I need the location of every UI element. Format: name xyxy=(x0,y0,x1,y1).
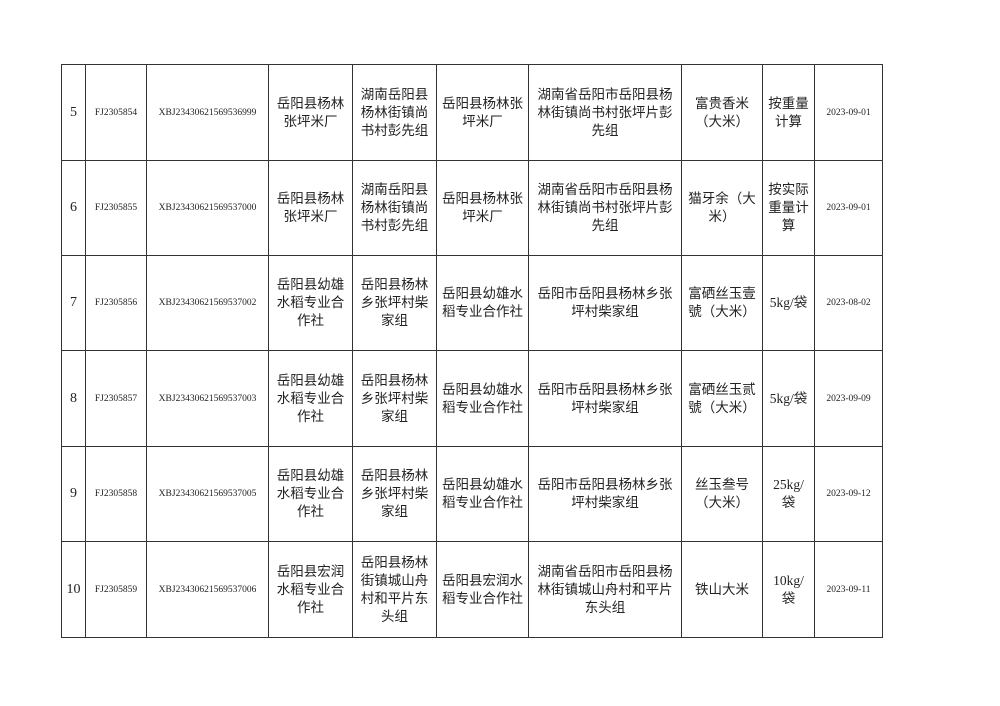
row-number-cell: 7 xyxy=(61,255,86,351)
table-row: 10 FJ2305859 XBJ23430621569537006 岳阳县宏润 水稻专… xyxy=(61,541,883,638)
producer-name-cell: 岳阳县幼雄 水稻专业合 作社 xyxy=(268,255,353,351)
table-row: 5 FJ2305854 XBJ23430621569536999 岳阳县杨林 张坪米厂… xyxy=(61,64,883,161)
sample-id-cell: XBJ23430621569537003 xyxy=(146,350,269,447)
producer-name-cell: 岳阳县幼雄 水稻专业合 作社 xyxy=(268,446,353,542)
producer-address-cell: 岳阳县杨林 街镇城山舟 村和平片东 头组 xyxy=(352,541,437,638)
producer-address-cell: 岳阳县杨林 乡张坪村柴 家组 xyxy=(352,255,437,351)
producer-address-cell: 湖南岳阳县 杨林街镇尚 书村彭先组 xyxy=(352,64,437,161)
seller-name-cell: 岳阳县宏润水 稻专业合作社 xyxy=(436,541,529,638)
production-date-cell: 2023-09-01 xyxy=(814,64,883,161)
row-number-cell: 6 xyxy=(61,160,86,256)
table-row: 6 FJ2305855 XBJ23430621569537000 岳阳县杨林 张坪米厂… xyxy=(61,160,883,256)
specification-cell: 5kg/袋 xyxy=(762,350,815,447)
product-name-cell: 丝玉叁号 （大米） xyxy=(681,446,763,542)
seller-name-cell: 岳阳县杨林张 坪米厂 xyxy=(436,160,529,256)
sample-id-cell: XBJ23430621569536999 xyxy=(146,64,269,161)
specification-cell: 25kg/ 袋 xyxy=(762,446,815,542)
seller-address-cell: 湖南省岳阳市岳阳县杨 林街镇城山舟村和平片 东头组 xyxy=(528,541,682,638)
table-row: 7 FJ2305856 XBJ23430621569537002 岳阳县幼雄 水稻专业… xyxy=(61,255,883,351)
seller-address-cell: 岳阳市岳阳县杨林乡张 坪村柴家组 xyxy=(528,350,682,447)
table-row: 8 FJ2305857 XBJ23430621569537003 岳阳县幼雄 水稻专业… xyxy=(61,350,883,447)
production-date-cell: 2023-09-11 xyxy=(814,541,883,638)
production-date-cell: 2023-09-09 xyxy=(814,350,883,447)
production-date-cell: 2023-09-01 xyxy=(814,160,883,256)
sample-table: 5 FJ2305854 XBJ23430621569536999 岳阳县杨林 张坪米厂… xyxy=(61,64,883,638)
seller-address-cell: 岳阳市岳阳县杨林乡张 坪村柴家组 xyxy=(528,255,682,351)
producer-name-cell: 岳阳县幼雄 水稻专业合 作社 xyxy=(268,350,353,447)
production-date-cell: 2023-08-02 xyxy=(814,255,883,351)
table-row: 9 FJ2305858 XBJ23430621569537005 岳阳县幼雄 水稻专业… xyxy=(61,446,883,542)
row-number-cell: 8 xyxy=(61,350,86,447)
producer-name-cell: 岳阳县杨林 张坪米厂 xyxy=(268,160,353,256)
producer-address-cell: 岳阳县杨林 乡张坪村柴 家组 xyxy=(352,350,437,447)
product-name-cell: 铁山大米 xyxy=(681,541,763,638)
row-number-cell: 9 xyxy=(61,446,86,542)
production-date-cell: 2023-09-12 xyxy=(814,446,883,542)
specification-cell: 按重量 计算 xyxy=(762,64,815,161)
producer-address-cell: 湖南岳阳县 杨林街镇尚 书村彭先组 xyxy=(352,160,437,256)
seller-address-cell: 岳阳市岳阳县杨林乡张 坪村柴家组 xyxy=(528,446,682,542)
product-name-cell: 富贵香米 （大米） xyxy=(681,64,763,161)
product-name-cell: 富硒丝玉贰 號（大米） xyxy=(681,350,763,447)
specification-cell: 10kg/ 袋 xyxy=(762,541,815,638)
sample-id-cell: XBJ23430621569537006 xyxy=(146,541,269,638)
specification-cell: 按实际 重量计 算 xyxy=(762,160,815,256)
seller-name-cell: 岳阳县幼雄水 稻专业合作社 xyxy=(436,255,529,351)
sample-code-cell: FJ2305859 xyxy=(85,541,147,638)
row-number-cell: 5 xyxy=(61,64,86,161)
product-name-cell: 猫牙余（大 米） xyxy=(681,160,763,256)
sample-id-cell: XBJ23430621569537000 xyxy=(146,160,269,256)
seller-address-cell: 湖南省岳阳市岳阳县杨 林街镇尚书村张坪片彭 先组 xyxy=(528,64,682,161)
sample-code-cell: FJ2305857 xyxy=(85,350,147,447)
sample-code-cell: FJ2305854 xyxy=(85,64,147,161)
sample-code-cell: FJ2305858 xyxy=(85,446,147,542)
producer-name-cell: 岳阳县宏润 水稻专业合 作社 xyxy=(268,541,353,638)
producer-name-cell: 岳阳县杨林 张坪米厂 xyxy=(268,64,353,161)
seller-address-cell: 湖南省岳阳市岳阳县杨 林街镇尚书村张坪片彭 先组 xyxy=(528,160,682,256)
producer-address-cell: 岳阳县杨林 乡张坪村柴 家组 xyxy=(352,446,437,542)
row-number-cell: 10 xyxy=(61,541,86,638)
seller-name-cell: 岳阳县幼雄水 稻专业合作社 xyxy=(436,446,529,542)
sample-code-cell: FJ2305855 xyxy=(85,160,147,256)
product-name-cell: 富硒丝玉壹 號（大米） xyxy=(681,255,763,351)
sample-code-cell: FJ2305856 xyxy=(85,255,147,351)
sample-id-cell: XBJ23430621569537002 xyxy=(146,255,269,351)
sample-id-cell: XBJ23430621569537005 xyxy=(146,446,269,542)
seller-name-cell: 岳阳县幼雄水 稻专业合作社 xyxy=(436,350,529,447)
specification-cell: 5kg/袋 xyxy=(762,255,815,351)
seller-name-cell: 岳阳县杨林张 坪米厂 xyxy=(436,64,529,161)
